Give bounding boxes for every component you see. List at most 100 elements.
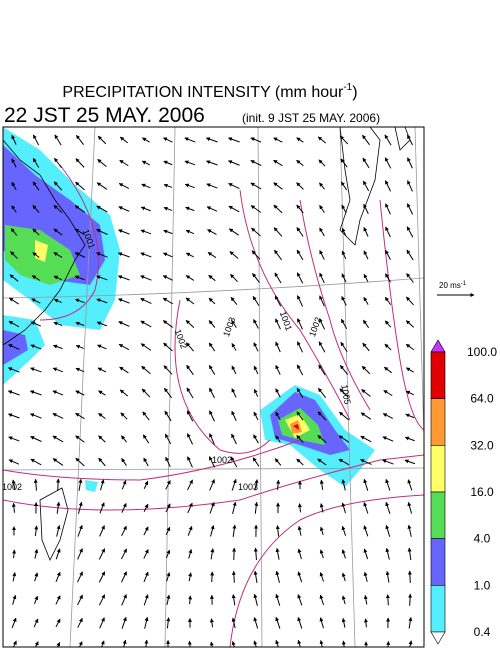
wind-arrow [319, 503, 324, 513]
wind-arrow [382, 459, 394, 465]
init-time: (init. 9 JST 25 MAY. 2006) [242, 111, 380, 125]
wind-arrow [56, 524, 61, 537]
wind-arrow [319, 227, 325, 237]
wind-arrow [231, 594, 236, 606]
wind-arrow [296, 204, 304, 214]
wind-arrow [187, 525, 193, 536]
wind-arrow [184, 137, 196, 143]
wind-arrow [74, 252, 86, 258]
wind-arrow [162, 252, 173, 258]
wind-arrow [96, 275, 108, 281]
wind-arrow [30, 367, 42, 373]
wind-arrow [97, 344, 107, 350]
wind-arrow [227, 137, 240, 143]
wind-arrow [274, 249, 282, 261]
wind-arrow [141, 160, 151, 166]
wind-arrow [144, 616, 149, 629]
wind-arrow [52, 458, 64, 466]
wind-arrow [30, 458, 42, 466]
wind-arrow [297, 571, 303, 583]
wind-arrow [296, 364, 304, 376]
wind-arrow [317, 458, 327, 466]
wind-arrow [319, 204, 325, 213]
wind-arrow [318, 341, 326, 353]
wind-arrow [118, 183, 130, 189]
map-frame [2, 126, 425, 648]
wind-arrow [119, 366, 129, 374]
wind-arrow [119, 159, 129, 167]
wind-arrow [385, 570, 390, 583]
wind-arrow [55, 618, 61, 628]
wind-arrow [404, 459, 416, 465]
colorbar-segment [430, 491, 446, 539]
wind-arrow [383, 366, 392, 374]
wind-arrow [361, 389, 371, 397]
wind-arrow [140, 275, 152, 281]
wind-arrow [362, 319, 370, 329]
wind-arrow [97, 158, 107, 168]
wind-arrow [75, 390, 85, 396]
wind-arrow [11, 479, 16, 491]
wind-arrow [34, 595, 39, 604]
wind-arrow [122, 639, 127, 647]
wind-arrow [408, 616, 413, 629]
wind-arrow [405, 390, 414, 396]
wind-arrow [144, 639, 149, 647]
wind-arrow [99, 525, 105, 537]
wind-arrow [96, 321, 108, 327]
wind-arrow [8, 344, 20, 350]
wind-arrow [253, 319, 259, 329]
wind-arrow [96, 229, 108, 235]
wind-arrow [251, 227, 261, 237]
wind-arrow [166, 572, 171, 582]
wind-arrow [98, 390, 106, 396]
wind-arrow [121, 616, 127, 629]
wind-arrow [252, 457, 260, 467]
wind-arrow [338, 435, 350, 443]
wind-arrow [141, 365, 151, 375]
wind-arrow [230, 456, 238, 468]
wind-arrow [275, 318, 281, 330]
wind-arrow [253, 411, 259, 421]
wind-arrow [318, 318, 326, 330]
wind-arrow [98, 548, 106, 560]
wind-arrow [340, 341, 348, 353]
wind-arrow [141, 183, 151, 189]
wind-arrow [341, 549, 346, 559]
wind-arrow [209, 479, 215, 491]
wind-arrow [32, 157, 40, 168]
wind-arrow [209, 410, 215, 422]
wind-arrow [76, 134, 84, 145]
wind-arrow [75, 367, 85, 373]
colorbar-label: 32.0 [470, 438, 494, 452]
wind-arrow [296, 272, 304, 284]
colorbar-cap [430, 339, 446, 353]
wind-arrow [317, 136, 327, 144]
wind-arrow [296, 387, 304, 398]
wind-arrow [385, 594, 390, 606]
wind-arrow [339, 365, 349, 375]
wind-arrow [185, 252, 194, 258]
wind-scale-label: 20 ms-1 [439, 281, 467, 290]
wind-arrow [55, 595, 61, 605]
wind-arrow [253, 547, 258, 561]
wind-arrow [33, 618, 39, 628]
wind-arrow [164, 387, 172, 399]
wind-arrow [165, 549, 171, 559]
wind-arrow [319, 639, 324, 647]
wind-arrow [209, 387, 215, 399]
wind-arrow [163, 160, 173, 166]
wind-arrow [75, 158, 85, 168]
wind-arrow [405, 367, 414, 373]
wind-arrow [208, 274, 216, 282]
wind-arrow [407, 524, 412, 537]
wind-arrow [188, 572, 193, 582]
wind-arrow [406, 296, 414, 306]
wind-arrow [275, 341, 281, 353]
wind-arrow [297, 616, 303, 629]
wind-arrow [207, 252, 217, 258]
wind-arrow [98, 594, 106, 606]
wind-arrow [340, 181, 348, 191]
wind-arrow [142, 434, 150, 444]
